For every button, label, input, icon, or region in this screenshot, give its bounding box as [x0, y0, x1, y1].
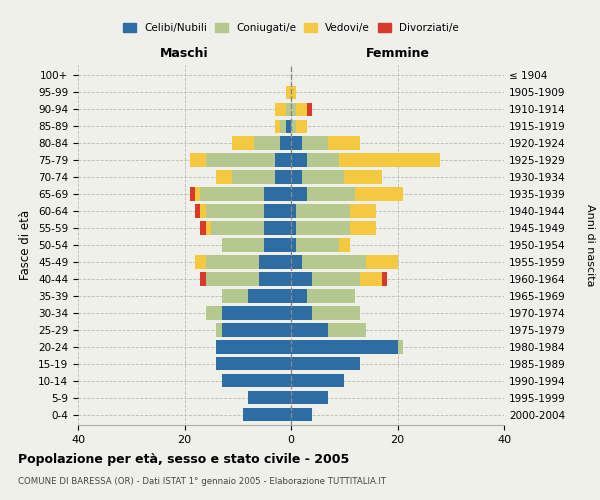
Bar: [328, 324, 365, 336]
Bar: [206, 154, 275, 166]
Bar: [217, 170, 232, 183]
Bar: [291, 86, 296, 99]
Bar: [307, 188, 355, 200]
Bar: [200, 204, 206, 218]
Bar: [248, 391, 291, 404]
Bar: [291, 340, 398, 353]
Bar: [307, 102, 313, 116]
Bar: [190, 188, 195, 200]
Bar: [291, 170, 302, 183]
Bar: [291, 391, 328, 404]
Bar: [217, 357, 291, 370]
Text: Femmine: Femmine: [365, 47, 430, 60]
Bar: [296, 222, 350, 234]
Bar: [275, 170, 291, 183]
Bar: [222, 238, 265, 252]
Bar: [200, 272, 206, 285]
Bar: [291, 238, 296, 252]
Bar: [222, 374, 291, 388]
Bar: [328, 136, 360, 149]
Bar: [280, 120, 286, 133]
Bar: [280, 136, 291, 149]
Bar: [291, 374, 344, 388]
Bar: [206, 256, 259, 268]
Bar: [286, 102, 291, 116]
Text: Popolazione per età, sesso e stato civile - 2005: Popolazione per età, sesso e stato civil…: [18, 452, 349, 466]
Y-axis label: Fasce di età: Fasce di età: [19, 210, 32, 280]
Bar: [222, 306, 291, 320]
Bar: [365, 256, 398, 268]
Legend: Celibi/Nubili, Coniugati/e, Vedovi/e, Divorziati/e: Celibi/Nubili, Coniugati/e, Vedovi/e, Di…: [120, 20, 462, 36]
Bar: [296, 204, 350, 218]
Bar: [291, 306, 313, 320]
Bar: [339, 154, 440, 166]
Bar: [275, 102, 286, 116]
Text: Maschi: Maschi: [160, 47, 209, 60]
Bar: [232, 170, 275, 183]
Bar: [190, 154, 206, 166]
Bar: [200, 188, 265, 200]
Bar: [286, 86, 291, 99]
Bar: [265, 188, 291, 200]
Bar: [307, 290, 355, 302]
Bar: [291, 102, 296, 116]
Bar: [291, 154, 307, 166]
Bar: [265, 238, 291, 252]
Bar: [339, 238, 350, 252]
Bar: [291, 408, 313, 422]
Bar: [291, 120, 296, 133]
Bar: [217, 340, 291, 353]
Bar: [291, 357, 360, 370]
Bar: [265, 222, 291, 234]
Bar: [275, 154, 291, 166]
Bar: [291, 324, 328, 336]
Bar: [259, 256, 291, 268]
Bar: [291, 204, 296, 218]
Bar: [307, 154, 339, 166]
Bar: [222, 290, 248, 302]
Bar: [360, 272, 382, 285]
Bar: [195, 256, 206, 268]
Bar: [350, 222, 376, 234]
Bar: [275, 120, 280, 133]
Bar: [206, 272, 259, 285]
Bar: [291, 222, 296, 234]
Bar: [313, 306, 360, 320]
Bar: [296, 102, 307, 116]
Bar: [211, 222, 265, 234]
Bar: [200, 222, 206, 234]
Bar: [222, 324, 291, 336]
Bar: [206, 222, 211, 234]
Bar: [291, 272, 313, 285]
Bar: [296, 238, 339, 252]
Bar: [313, 272, 360, 285]
Text: COMUNE DI BARESSA (OR) - Dati ISTAT 1° gennaio 2005 - Elaborazione TUTTITALIA.IT: COMUNE DI BARESSA (OR) - Dati ISTAT 1° g…: [18, 478, 386, 486]
Bar: [350, 204, 376, 218]
Bar: [344, 170, 382, 183]
Bar: [291, 136, 302, 149]
Bar: [355, 188, 403, 200]
Y-axis label: Anni di nascita: Anni di nascita: [585, 204, 595, 286]
Bar: [291, 188, 307, 200]
Bar: [217, 324, 222, 336]
Bar: [259, 272, 291, 285]
Bar: [302, 170, 344, 183]
Bar: [286, 120, 291, 133]
Bar: [195, 204, 200, 218]
Bar: [232, 136, 254, 149]
Bar: [296, 120, 307, 133]
Bar: [302, 136, 328, 149]
Bar: [265, 204, 291, 218]
Bar: [302, 256, 365, 268]
Bar: [243, 408, 291, 422]
Bar: [206, 204, 265, 218]
Bar: [291, 256, 302, 268]
Bar: [195, 188, 200, 200]
Bar: [254, 136, 280, 149]
Bar: [248, 290, 291, 302]
Bar: [291, 290, 307, 302]
Bar: [398, 340, 403, 353]
Bar: [206, 306, 222, 320]
Bar: [382, 272, 387, 285]
